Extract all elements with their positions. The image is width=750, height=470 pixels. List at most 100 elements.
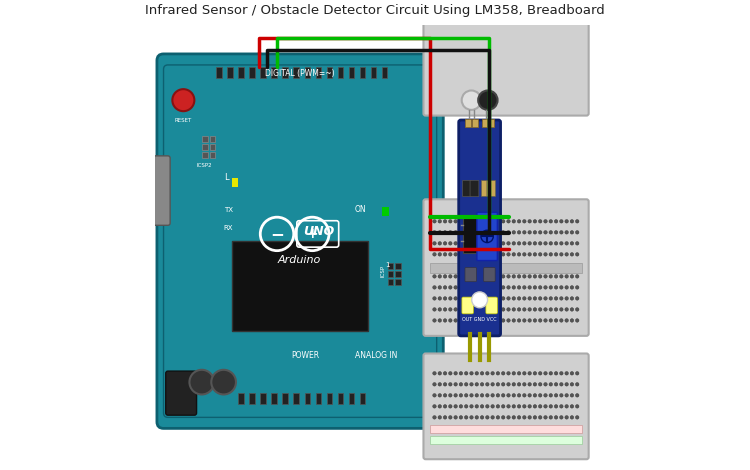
Circle shape <box>470 372 473 375</box>
Circle shape <box>528 319 532 322</box>
Circle shape <box>518 274 520 278</box>
Circle shape <box>570 252 574 256</box>
Circle shape <box>459 405 463 408</box>
Circle shape <box>496 242 500 245</box>
Circle shape <box>433 383 436 386</box>
Circle shape <box>570 415 574 419</box>
Circle shape <box>554 308 558 311</box>
Circle shape <box>518 252 520 256</box>
Circle shape <box>470 319 473 322</box>
Circle shape <box>533 319 537 322</box>
Circle shape <box>464 383 468 386</box>
Circle shape <box>485 405 489 408</box>
Circle shape <box>523 231 526 234</box>
Circle shape <box>518 383 520 386</box>
Circle shape <box>448 393 452 397</box>
Circle shape <box>459 383 463 386</box>
Bar <box>388 263 393 269</box>
Circle shape <box>518 231 520 234</box>
Circle shape <box>575 383 579 386</box>
Circle shape <box>523 405 526 408</box>
Text: 1: 1 <box>386 262 390 268</box>
Circle shape <box>443 319 447 322</box>
Circle shape <box>443 383 447 386</box>
Text: ANALOG IN: ANALOG IN <box>356 351 398 360</box>
Circle shape <box>538 219 542 223</box>
Circle shape <box>518 242 520 245</box>
Circle shape <box>454 415 458 419</box>
Circle shape <box>544 415 548 419</box>
Circle shape <box>464 415 468 419</box>
Circle shape <box>470 231 473 234</box>
FancyBboxPatch shape <box>459 120 500 336</box>
Circle shape <box>554 415 558 419</box>
Circle shape <box>538 252 542 256</box>
Circle shape <box>464 372 468 375</box>
Circle shape <box>507 405 510 408</box>
Circle shape <box>565 393 568 397</box>
Bar <box>395 263 401 269</box>
Bar <box>260 67 266 78</box>
Circle shape <box>507 393 510 397</box>
Bar <box>465 119 470 126</box>
Circle shape <box>496 286 500 289</box>
Text: ON: ON <box>355 205 366 214</box>
Circle shape <box>554 393 558 397</box>
Circle shape <box>475 405 478 408</box>
Circle shape <box>464 252 468 256</box>
Circle shape <box>490 393 494 397</box>
Text: Arduino: Arduino <box>278 255 321 266</box>
Circle shape <box>485 297 489 300</box>
Circle shape <box>570 286 574 289</box>
Circle shape <box>507 242 510 245</box>
Circle shape <box>454 319 458 322</box>
Circle shape <box>470 297 473 300</box>
Circle shape <box>448 415 452 419</box>
Bar <box>250 393 255 404</box>
Circle shape <box>448 319 452 322</box>
Title: Infrared Sensor / Obstacle Detector Circuit Using LM358, Breadboard: Infrared Sensor / Obstacle Detector Circ… <box>146 4 604 17</box>
Circle shape <box>518 405 520 408</box>
Circle shape <box>502 308 505 311</box>
Bar <box>283 67 288 78</box>
Circle shape <box>549 415 553 419</box>
Circle shape <box>470 252 473 256</box>
Circle shape <box>549 274 553 278</box>
Circle shape <box>528 415 532 419</box>
Circle shape <box>533 372 537 375</box>
Circle shape <box>496 415 500 419</box>
Circle shape <box>538 242 542 245</box>
Circle shape <box>533 383 537 386</box>
Circle shape <box>518 308 520 311</box>
Circle shape <box>496 319 500 322</box>
Text: DIGITAL (PWM=~): DIGITAL (PWM=~) <box>266 69 335 78</box>
Circle shape <box>502 219 505 223</box>
Circle shape <box>528 308 532 311</box>
Circle shape <box>549 252 553 256</box>
Circle shape <box>485 372 489 375</box>
Bar <box>272 67 277 78</box>
Circle shape <box>448 274 452 278</box>
Circle shape <box>575 286 579 289</box>
Bar <box>238 67 244 78</box>
Circle shape <box>454 252 458 256</box>
Circle shape <box>544 231 548 234</box>
FancyBboxPatch shape <box>424 353 589 459</box>
Circle shape <box>560 372 563 375</box>
Circle shape <box>544 274 548 278</box>
Circle shape <box>443 393 447 397</box>
Circle shape <box>549 219 553 223</box>
Circle shape <box>480 319 484 322</box>
Text: POWER: POWER <box>292 351 320 360</box>
Circle shape <box>518 219 520 223</box>
Circle shape <box>523 252 526 256</box>
Circle shape <box>433 242 436 245</box>
Circle shape <box>438 286 442 289</box>
Circle shape <box>443 231 447 234</box>
Circle shape <box>490 383 494 386</box>
FancyBboxPatch shape <box>486 297 497 314</box>
Circle shape <box>533 308 537 311</box>
Circle shape <box>518 297 520 300</box>
Circle shape <box>512 274 515 278</box>
Text: ICSP: ICSP <box>381 265 386 277</box>
